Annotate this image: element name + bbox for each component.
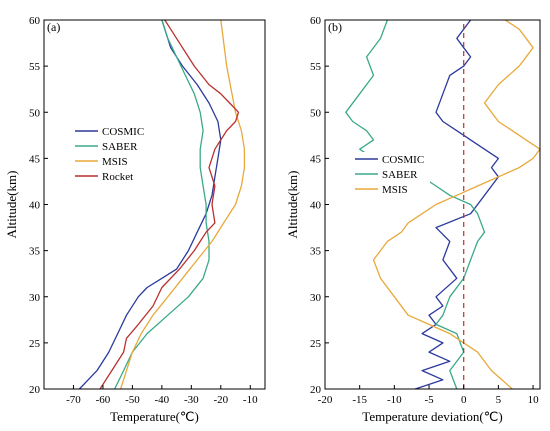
- x-tick-label: -10: [387, 394, 402, 406]
- y-tick-label: 45: [29, 153, 41, 165]
- y-tick-label: 40: [310, 200, 322, 212]
- x-tick-label: -20: [213, 394, 228, 406]
- legend-label-saber: SABER: [102, 141, 138, 153]
- legend-label-cosmic: COSMIC: [102, 126, 144, 138]
- y-tick-label: 60: [310, 15, 322, 27]
- x-tick-label: -20: [318, 394, 333, 406]
- y-tick-label: 35: [310, 246, 322, 258]
- y-tick-label: 60: [29, 15, 41, 27]
- series-line-saber: [345, 19, 486, 390]
- x-axis-title: Temperature(℃): [110, 409, 199, 424]
- x-tick-label: 10: [528, 394, 540, 406]
- panel-a: -70 -60 -50 -40 -30 -20 -10 20 25 30 35 40 45 50 55 60 T…: [4, 15, 266, 424]
- legend-label-msis: MSIS: [382, 184, 408, 196]
- y-tick-label: 30: [310, 292, 322, 304]
- y-axis-title: Altitude(km): [4, 171, 19, 239]
- series-line-saber: [114, 19, 210, 390]
- series-line-cosmic: [414, 19, 500, 390]
- y-tick-label: 50: [29, 107, 41, 119]
- x-tick-label: -5: [424, 394, 434, 406]
- x-tick-label: -15: [352, 394, 367, 406]
- panel-label: (b): [328, 20, 342, 34]
- y-tick-label: 35: [29, 246, 41, 258]
- y-tick-label: 55: [29, 61, 41, 73]
- x-tick-label: 0: [461, 394, 467, 406]
- plot-frame: [324, 19, 541, 390]
- legend-label-msis: MSIS: [102, 156, 128, 168]
- series-line-rocket: [99, 19, 240, 390]
- y-tick-label: 25: [310, 338, 322, 350]
- x-tick-label: -30: [184, 394, 199, 406]
- y-tick-label: 30: [29, 292, 41, 304]
- y-tick-label: 50: [310, 107, 322, 119]
- y-tick-label: 20: [29, 384, 41, 396]
- y-tick-label: 25: [29, 338, 41, 350]
- y-tick-label: 45: [310, 153, 322, 165]
- legend-label-saber: SABER: [382, 169, 418, 181]
- y-axis-title: Altitude(km): [285, 171, 300, 239]
- plot-frame: [43, 19, 266, 390]
- x-tick-label: -60: [96, 394, 111, 406]
- x-tick-label: -50: [125, 394, 140, 406]
- x-axis-title: Temperature deviation(℃): [362, 409, 502, 424]
- series-line-msis: [119, 19, 246, 390]
- legend-label-rocket: Rocket: [102, 171, 133, 183]
- panel-label: (a): [47, 20, 60, 34]
- y-tick-label: 20: [310, 384, 322, 396]
- panel-b: -20 -15 -10 -5 0 5 10 20 25 30 35 40 45 50 55 60 Tempera…: [285, 15, 541, 424]
- x-tick-label: 5: [496, 394, 502, 406]
- x-tick-label: -40: [155, 394, 170, 406]
- y-tick-label: 55: [310, 61, 322, 73]
- y-tick-label: 40: [29, 200, 41, 212]
- series-line-msis: [372, 19, 541, 390]
- x-tick-label: -10: [243, 394, 258, 406]
- legend-label-cosmic: COSMIC: [382, 154, 424, 166]
- x-tick-label: -70: [66, 394, 81, 406]
- series-line-cosmic: [78, 19, 222, 390]
